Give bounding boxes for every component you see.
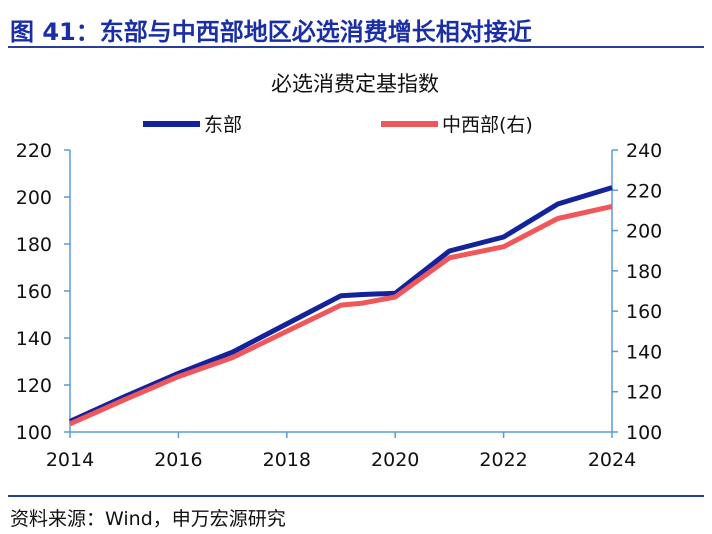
x-tick-label: 2016 xyxy=(154,449,202,471)
y-right-tick-label: 160 xyxy=(626,301,662,323)
y-right-tick-label: 100 xyxy=(626,422,662,444)
y-left-tick-label: 200 xyxy=(16,187,52,209)
y-right-tick-label: 140 xyxy=(626,341,662,363)
y-right-tick-label: 200 xyxy=(626,221,662,243)
y-left-tick-label: 120 xyxy=(16,375,52,397)
series-line-midwest xyxy=(68,203,613,427)
y-left-tick-label: 220 xyxy=(16,140,52,162)
chart-title: 必选消费定基指数 xyxy=(271,72,439,96)
plot-area xyxy=(68,185,613,427)
y-left-tick-label: 180 xyxy=(16,234,52,256)
y-left-tick-label: 100 xyxy=(16,422,52,444)
series-line-east xyxy=(68,185,613,424)
y-left-tick-label: 140 xyxy=(16,328,52,350)
y-right-tick-label: 240 xyxy=(626,140,662,162)
y-right-tick-label: 120 xyxy=(626,382,662,404)
legend-label-east: 东部 xyxy=(204,114,242,136)
y-right-tick-label: 220 xyxy=(626,180,662,202)
x-tick-label: 2024 xyxy=(588,449,636,471)
top-divider xyxy=(8,46,704,48)
y-right-tick-label: 180 xyxy=(626,261,662,283)
legend-label-midwest: 中西部(右) xyxy=(442,114,533,136)
x-tick-label: 2020 xyxy=(371,449,419,471)
source-note: 资料来源：Wind，申万宏源研究 xyxy=(10,508,286,530)
legend: 东部 中西部(右) xyxy=(143,114,533,136)
figure-header: 图 41：东部与中西部地区必选消费增长相对接近 xyxy=(0,0,712,50)
chart-axes: 100 120 140 160 180 200 220 100 120 140 160 180 200 2… xyxy=(16,140,663,471)
x-tick-label: 2022 xyxy=(479,449,527,471)
figure-title: 图 41：东部与中西部地区必选消费增长相对接近 xyxy=(10,18,532,46)
x-tick-label: 2014 xyxy=(46,449,94,471)
y-left-tick-label: 160 xyxy=(16,281,52,303)
bottom-divider xyxy=(8,495,704,497)
x-tick-label: 2018 xyxy=(263,449,311,471)
line-chart: 必选消费定基指数 东部 中西部(右) 100 120 140 160 180 200 220… xyxy=(16,72,663,471)
